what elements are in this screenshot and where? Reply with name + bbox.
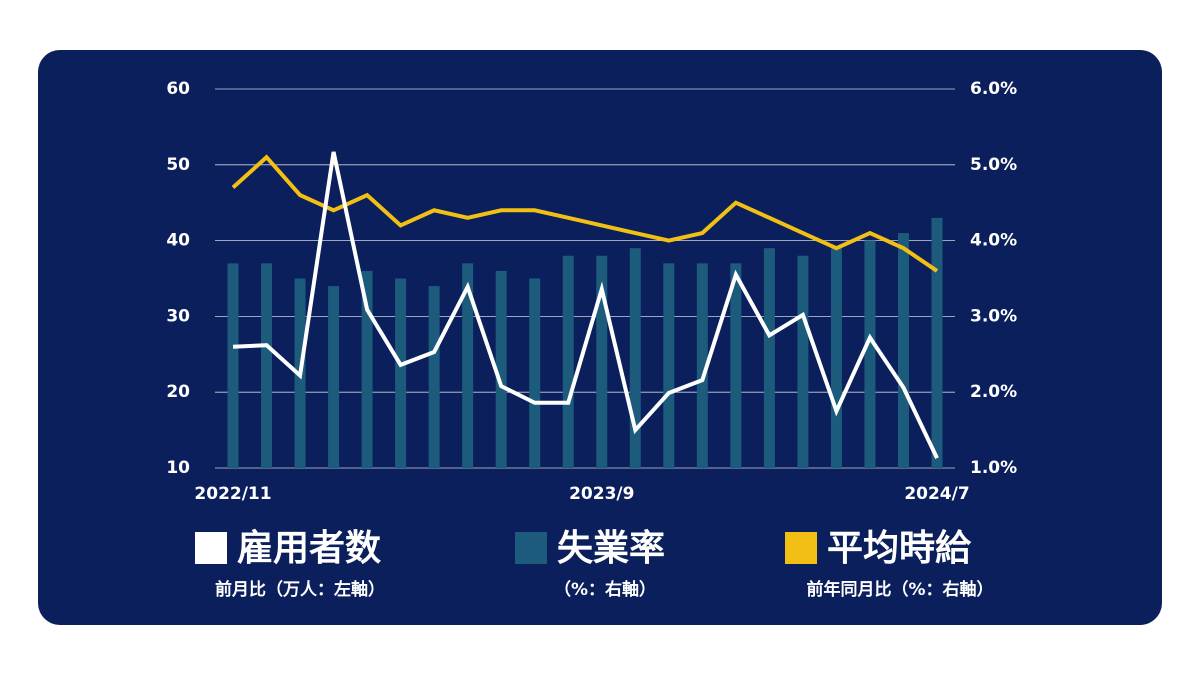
bar [897, 233, 909, 468]
bar [864, 240, 876, 468]
bar [395, 278, 407, 468]
bar [730, 263, 742, 468]
legend-note: 前月比（万人：左軸） [215, 579, 385, 600]
bar [495, 270, 507, 468]
y2-tick-label: 4.0% [970, 231, 1017, 251]
x-tick-label: 2022/11 [194, 484, 271, 504]
y-tick-label: 40 [166, 231, 190, 251]
bar [428, 286, 440, 468]
bar [663, 263, 675, 468]
bar [227, 263, 239, 468]
legend-label: 平均時給 [827, 528, 972, 569]
y-tick-label: 60 [166, 79, 190, 99]
line [231, 154, 939, 273]
legend-label: 失業率 [557, 528, 665, 569]
x-tick-label: 2024/7 [904, 484, 969, 504]
bar [261, 263, 273, 468]
bar [596, 255, 608, 468]
legend-note: （%：右軸） [554, 579, 656, 600]
y2-tick-label: 5.0% [970, 155, 1017, 175]
y-tick-label: 50 [166, 155, 190, 175]
x-tick-label: 2023/9 [569, 484, 634, 504]
y2-tick-label: 6.0% [970, 79, 1017, 99]
line [232, 151, 939, 460]
y-tick-label: 20 [166, 382, 190, 402]
legend-swatch [195, 532, 227, 564]
y2-tick-label: 1.0% [970, 458, 1017, 478]
y2-tick-label: 3.0% [970, 306, 1017, 326]
y2-tick-label: 2.0% [970, 382, 1017, 402]
bar [696, 263, 708, 468]
legend-swatch [785, 532, 817, 564]
bar [629, 248, 641, 468]
y-tick-label: 10 [166, 458, 190, 478]
bar [931, 217, 943, 468]
y-tick-label: 30 [166, 306, 190, 326]
bar [328, 286, 340, 468]
legend-swatch [515, 532, 547, 564]
bar [562, 255, 574, 468]
legend-note: 前年同月比（%：右軸） [806, 579, 993, 600]
bar [797, 255, 809, 468]
bar [361, 270, 373, 468]
bar [529, 278, 541, 468]
bar [763, 248, 775, 468]
legend-label: 雇用者数 [237, 528, 381, 569]
bar [830, 248, 842, 468]
bar [462, 263, 474, 468]
